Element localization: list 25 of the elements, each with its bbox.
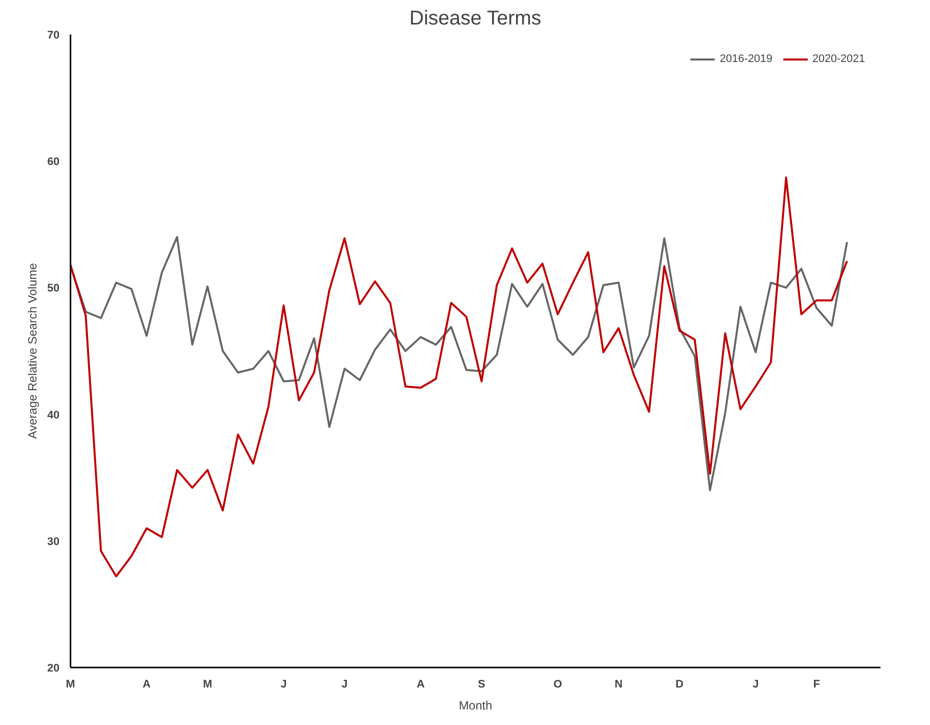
y-tick-label: 40 [47, 409, 60, 422]
x-tick-label: D [676, 678, 684, 690]
y-tick-label: 50 [47, 282, 60, 295]
legend-label: 2016-2019 [720, 53, 772, 65]
x-tick-label: S [478, 678, 486, 690]
x-axis-title: Month [458, 698, 492, 712]
y-tick-label: 20 [47, 662, 60, 674]
chart-title: Disease Terms [409, 8, 542, 30]
x-tick-label: J [752, 678, 759, 690]
y-tick-label: 60 [47, 156, 60, 168]
x-tick-label: N [614, 678, 623, 690]
x-tick-label: O [553, 678, 562, 690]
x-tick-label: J [342, 678, 348, 690]
y-tick-label: 70 [47, 30, 60, 42]
x-tick-label: M [202, 678, 212, 690]
line-series [70, 236, 848, 492]
x-tick-label: A [142, 678, 151, 690]
line-series [70, 176, 848, 578]
legend-label: 2020-2021 [812, 53, 865, 65]
x-tick-label: A [416, 678, 425, 690]
y-tick-label: 30 [47, 536, 60, 548]
x-tick-label: F [813, 678, 820, 690]
x-tick-label: J [280, 678, 287, 690]
y-axis-title: Average Relative Search Volume [25, 262, 40, 439]
x-tick-label: M [66, 678, 76, 690]
